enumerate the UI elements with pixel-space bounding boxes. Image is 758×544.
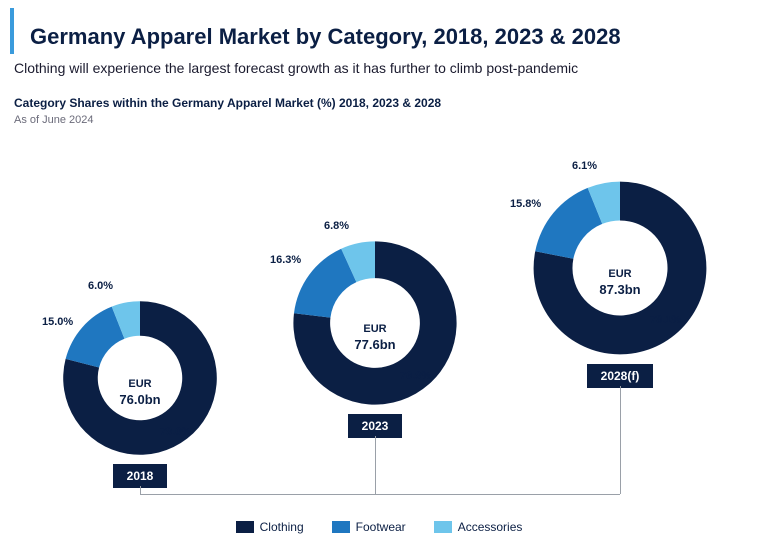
donut-chart: EUR76.0bn79.0%15.0%6.0%2018 (60, 298, 220, 488)
connector-line (140, 494, 620, 495)
legend: Clothing Footwear Accessories (0, 520, 758, 534)
chart-title: Category Shares within the Germany Appar… (14, 96, 758, 110)
year-badge: 2028(f) (587, 364, 654, 388)
slice-pct-label: 6.1% (572, 160, 597, 172)
slice-pct-label: 15.0% (42, 316, 73, 328)
donut-chart: EUR77.6bn76.9%16.3%6.8%2023 (290, 238, 460, 438)
page-subtitle: Clothing will experience the largest for… (14, 60, 758, 76)
center-value: 77.6bn (354, 337, 395, 353)
center-currency: EUR (599, 268, 640, 282)
slice-pct-label: 15.8% (510, 198, 541, 210)
center-value: 76.0bn (119, 392, 160, 408)
legend-swatch (434, 521, 452, 533)
year-badge: 2023 (348, 414, 403, 438)
center-currency: EUR (119, 378, 160, 392)
legend-item: Footwear (332, 520, 406, 534)
connector-line (375, 436, 376, 494)
donut-center-label: EUR77.6bn (354, 323, 395, 353)
legend-item: Accessories (434, 520, 523, 534)
charts-area: EUR76.0bn79.0%15.0%6.0%2018EUR77.6bn76.9… (0, 158, 758, 508)
center-value: 87.3bn (599, 282, 640, 298)
slice-pct-label: 16.3% (270, 254, 301, 266)
legend-label: Accessories (458, 520, 523, 534)
slice-pct-label: 76.9% (400, 370, 431, 382)
center-currency: EUR (354, 323, 395, 337)
donut-center-label: EUR76.0bn (119, 378, 160, 408)
donut-center-label: EUR87.3bn (599, 268, 640, 298)
connector-line (140, 486, 141, 494)
legend-swatch (332, 521, 350, 533)
slice-pct-label: 6.0% (88, 280, 113, 292)
slice-pct-label: 6.8% (324, 220, 349, 232)
slice-pct-label: 78.1% (650, 314, 681, 326)
donut-chart: EUR87.3bn78.1%15.8%6.1%2028(f) (530, 178, 710, 388)
year-badge: 2018 (113, 464, 168, 488)
asof-text: As of June 2024 (14, 114, 758, 126)
legend-label: Clothing (260, 520, 304, 534)
slice-pct-label: 79.0% (160, 426, 191, 438)
legend-label: Footwear (356, 520, 406, 534)
connector-line (620, 386, 621, 494)
legend-item: Clothing (236, 520, 304, 534)
legend-swatch (236, 521, 254, 533)
page-title: Germany Apparel Market by Category, 2018… (30, 24, 738, 50)
